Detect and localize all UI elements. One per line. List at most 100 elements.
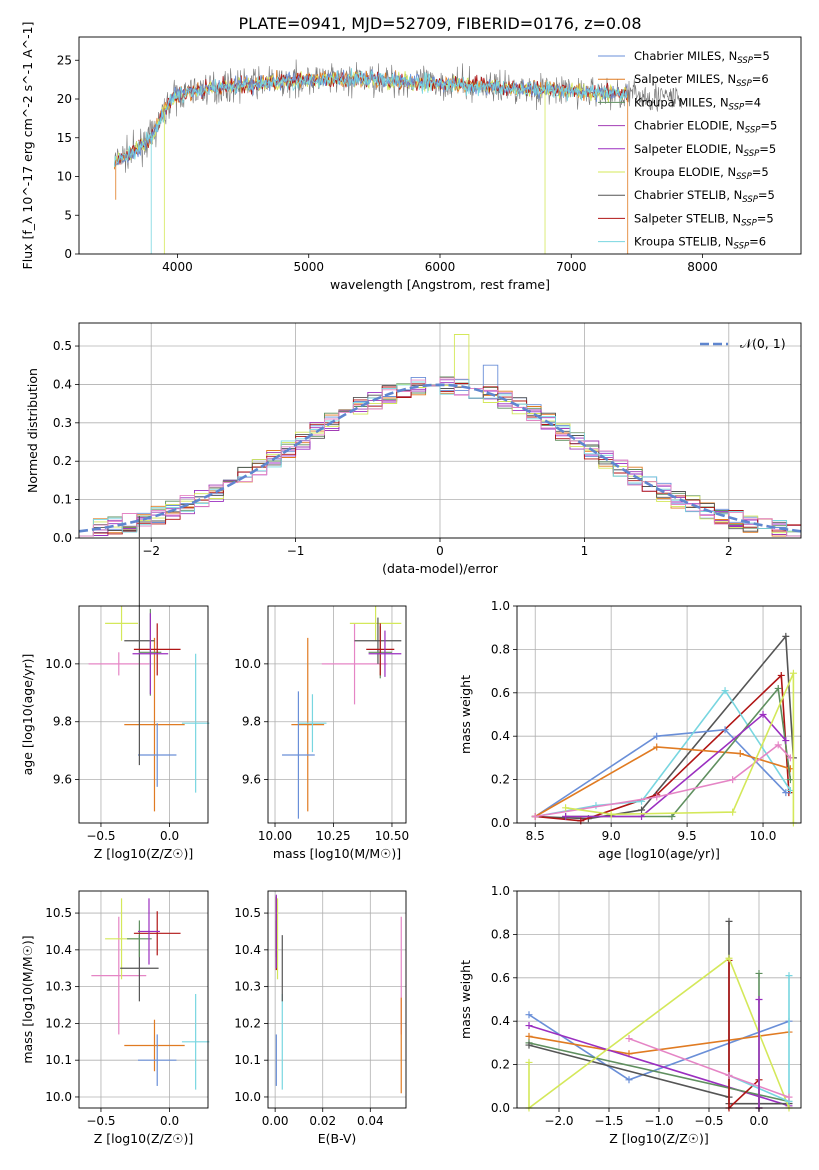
y-tick-label: 0.2 bbox=[491, 1058, 510, 1072]
legend-entry: Salpeter STELIB, NSSP=5 bbox=[634, 211, 774, 228]
weight-point-marker bbox=[562, 812, 570, 820]
weight-point-marker bbox=[789, 669, 797, 677]
legend-entry-name: Kroupa ELODIE, N bbox=[634, 165, 736, 179]
x-tick-label: 0.0 bbox=[749, 1114, 768, 1128]
y-tick-label: 10.0 bbox=[234, 1090, 261, 1104]
weight-point-marker bbox=[625, 1035, 633, 1043]
x-axis-label: E(B-V) bbox=[318, 1131, 357, 1146]
plot-background bbox=[79, 891, 208, 1108]
x-axis-label: Z [log10(Z/Z☉)] bbox=[94, 846, 194, 861]
weight-point-marker bbox=[525, 1022, 533, 1030]
legend-entry: 𝒩(0, 1) bbox=[740, 336, 786, 351]
x-tick-label: 0.00 bbox=[262, 1114, 289, 1128]
legend-entry-value: =5 bbox=[758, 188, 775, 202]
y-tick-label: 0.6 bbox=[491, 971, 510, 985]
plot-area bbox=[88, 516, 210, 812]
y-tick-label: 10.5 bbox=[234, 906, 261, 920]
weight-series-line bbox=[528, 921, 789, 1105]
x-tick-label: 7000 bbox=[556, 260, 587, 274]
plot-background bbox=[517, 606, 801, 823]
x-tick-label: −0.5 bbox=[86, 829, 115, 843]
y-tick-label: 9.6 bbox=[242, 773, 261, 787]
y-tick-label: 0.6 bbox=[491, 686, 510, 700]
x-tick-label: 1 bbox=[581, 544, 589, 558]
y-tick-label: 15 bbox=[57, 131, 72, 145]
normal-curve bbox=[78, 383, 802, 533]
axes-frame bbox=[78, 605, 209, 824]
y-tick-label: 10.2 bbox=[234, 1016, 261, 1030]
weight-point-marker bbox=[736, 750, 744, 758]
x-tick-label: −1 bbox=[287, 544, 305, 558]
legend-entry-subscript: SSP bbox=[736, 172, 752, 182]
weight-point-marker bbox=[729, 808, 737, 816]
legend-entry-subscript: SSP bbox=[741, 218, 757, 228]
plot-area bbox=[275, 894, 402, 1094]
x-tick-label: 10.50 bbox=[375, 829, 409, 843]
y-tick-label: 0.0 bbox=[53, 531, 72, 545]
x-tick-label: 9.5 bbox=[678, 829, 697, 843]
weight-point-marker bbox=[525, 1041, 533, 1049]
legend-entry: Chabrier ELODIE, NSSP=5 bbox=[634, 119, 777, 136]
weight-point-marker bbox=[782, 789, 790, 797]
y-tick-label: 0 bbox=[64, 247, 72, 261]
legend-entry: Salpeter MILES, NSSP=6 bbox=[634, 72, 769, 89]
x-axis-label: (data-model)/error bbox=[382, 561, 499, 576]
weight-point-marker bbox=[638, 806, 646, 814]
residuals-legend: 𝒩(0, 1) bbox=[700, 336, 786, 351]
y-tick-label: 10.1 bbox=[234, 1053, 261, 1067]
weight-point-marker bbox=[653, 793, 661, 801]
y-tick-label: 0.0 bbox=[491, 1101, 510, 1115]
axes-frame bbox=[267, 890, 407, 1109]
weight-point-marker bbox=[653, 743, 661, 751]
legend-entry-name: Chabrier STELIB, N bbox=[634, 188, 742, 202]
x-tick-label: 0.04 bbox=[357, 1114, 384, 1128]
weight-point-marker bbox=[755, 996, 763, 1003]
x-tick-label: −2 bbox=[142, 544, 160, 558]
y-axis-label: mass weight bbox=[458, 960, 473, 1039]
y-tick-label: 10.1 bbox=[45, 1053, 72, 1067]
x-tick-label: 0.0 bbox=[160, 829, 179, 843]
y-tick-label: 1.0 bbox=[491, 884, 510, 898]
y-axis-label: mass weight bbox=[458, 675, 473, 754]
legend-entry-value: =6 bbox=[752, 72, 769, 86]
x-tick-label: 6000 bbox=[425, 260, 456, 274]
weight-point-marker bbox=[774, 684, 782, 692]
weight-point-marker bbox=[525, 1032, 533, 1040]
y-tick-label: 10.2 bbox=[45, 1016, 72, 1030]
y-tick-label: 0.8 bbox=[491, 927, 510, 941]
x-tick-label: 0.0 bbox=[160, 1114, 179, 1128]
y-tick-label: 5 bbox=[64, 208, 72, 222]
legend-entry-subscript: SSP bbox=[744, 149, 760, 159]
axes-frame bbox=[267, 605, 407, 824]
y-tick-label: 9.6 bbox=[53, 773, 72, 787]
weight-point-marker bbox=[525, 1011, 533, 1019]
legend-entry-subscript: SSP bbox=[734, 242, 750, 252]
y-tick-label: 0.4 bbox=[491, 729, 510, 743]
axes-frame bbox=[516, 605, 802, 824]
weight-point-marker bbox=[725, 954, 733, 962]
y-tick-label: 9.8 bbox=[242, 715, 261, 729]
legend-entry-name: Salpeter STELIB, N bbox=[634, 211, 741, 225]
histogram-step bbox=[79, 377, 801, 537]
histogram-step bbox=[79, 379, 801, 537]
plot-area bbox=[114, 59, 682, 254]
y-tick-label: 10.3 bbox=[234, 980, 261, 994]
plot-background bbox=[79, 37, 801, 254]
legend-entry-value: =5 bbox=[759, 142, 776, 156]
y-axis-label: age [log10(age/yr)] bbox=[20, 654, 35, 776]
y-tick-label: 0.5 bbox=[53, 339, 72, 353]
y-tick-label: 10.3 bbox=[45, 980, 72, 994]
legend-entry-name: Kroupa MILES, N bbox=[634, 95, 729, 109]
y-tick-label: 10.4 bbox=[45, 943, 72, 957]
legend-entry-name: Chabrier MILES, N bbox=[634, 49, 737, 63]
plot-area bbox=[282, 606, 402, 819]
x-tick-label: 8.5 bbox=[526, 829, 545, 843]
plot-background bbox=[268, 891, 406, 1108]
weight-point-marker bbox=[531, 812, 539, 820]
y-tick-label: 1.0 bbox=[491, 599, 510, 613]
legend-entry-value: =6 bbox=[749, 235, 766, 249]
x-tick-label: 10.0 bbox=[750, 829, 777, 843]
legend-entry-value: =5 bbox=[752, 165, 769, 179]
plot-area bbox=[78, 334, 802, 537]
